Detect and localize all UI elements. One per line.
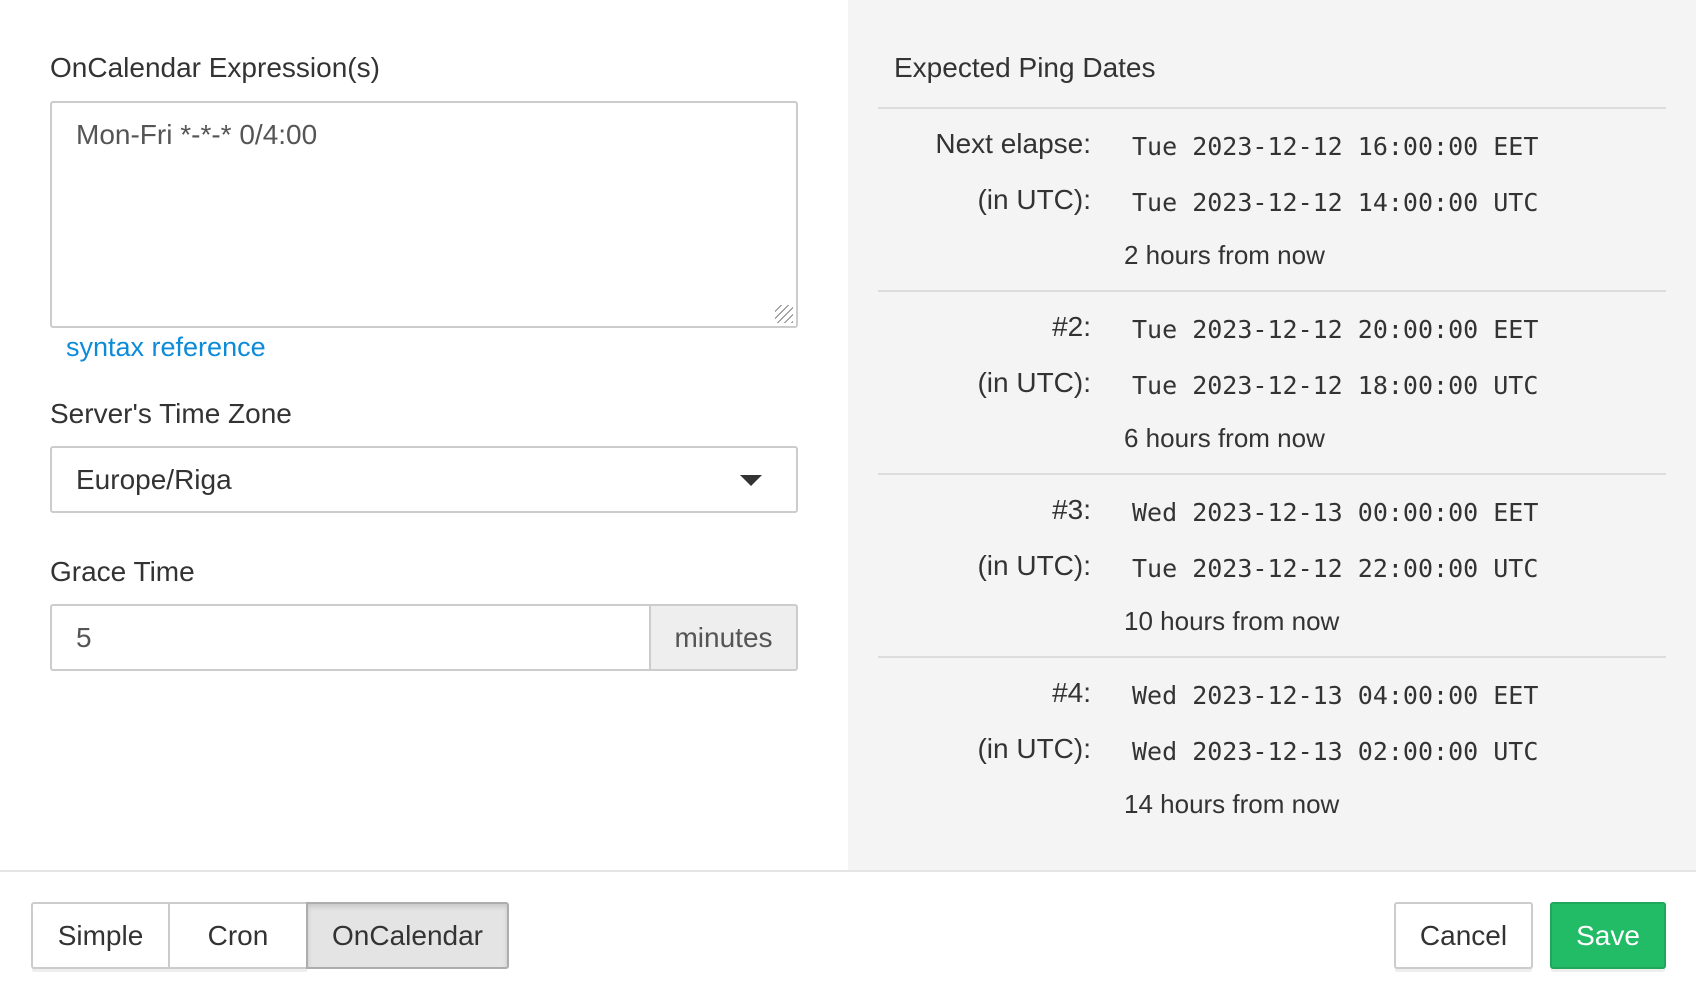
timezone-label: Server's Time Zone — [50, 398, 292, 429]
entry-utc-label: (in UTC): — [977, 184, 1091, 215]
resize-grip-icon[interactable] — [775, 305, 793, 323]
expected-ping-dates-panel — [848, 0, 1696, 871]
preview-title: Expected Ping Dates — [894, 52, 1156, 83]
entry-local-time: Tue 2023-12-12 16:00:00 EET — [1132, 132, 1539, 161]
cancel-button[interactable]: Cancel — [1394, 902, 1533, 969]
entry-relative-time: 6 hours from now — [1124, 423, 1325, 453]
entry-divider — [878, 656, 1666, 658]
entry-label: Next elapse: — [935, 128, 1091, 159]
entry-utc-time: Tue 2023-12-12 22:00:00 UTC — [1132, 554, 1539, 583]
entry-label: #3: — [1052, 494, 1091, 525]
timezone-value: Europe/Riga — [76, 464, 232, 495]
grace-time-input[interactable]: 5 — [50, 604, 650, 671]
entry-relative-time: 10 hours from now — [1124, 606, 1340, 636]
expression-value: Mon-Fri *-*-* 0/4:00 — [76, 119, 318, 150]
entry-utc-label: (in UTC): — [977, 550, 1091, 581]
entry-local-time: Wed 2023-12-13 04:00:00 EET — [1132, 681, 1539, 710]
entry-relative-time: 14 hours from now — [1124, 789, 1340, 819]
mode-oncalendar-button[interactable]: OnCalendar — [306, 902, 509, 969]
entry-utc-label: (in UTC): — [977, 367, 1091, 398]
timezone-select[interactable]: Europe/Riga — [50, 446, 798, 513]
entry-divider — [878, 107, 1666, 109]
entry-relative-time: 2 hours from now — [1124, 240, 1325, 270]
syntax-reference-link[interactable]: syntax reference — [66, 332, 266, 362]
entry-utc-time: Wed 2023-12-13 02:00:00 UTC — [1132, 737, 1539, 766]
mode-simple-button[interactable]: Simple — [31, 902, 170, 969]
entry-utc-time: Tue 2023-12-12 18:00:00 UTC — [1132, 371, 1539, 400]
schedule-form: OnCalendar Expression(s) Mon-Fri *-*-* 0… — [0, 0, 848, 871]
grace-label: Grace Time — [50, 556, 195, 587]
entry-label: #4: — [1052, 677, 1091, 708]
chevron-down-icon — [740, 475, 762, 486]
entry-divider — [878, 290, 1666, 292]
entry-utc-label: (in UTC): — [977, 733, 1091, 764]
entry-label: #2: — [1052, 311, 1091, 342]
footer-divider — [0, 870, 1696, 872]
entry-local-time: Wed 2023-12-13 00:00:00 EET — [1132, 498, 1539, 527]
expression-textarea[interactable]: Mon-Fri *-*-* 0/4:00 — [50, 101, 798, 328]
entry-divider — [878, 473, 1666, 475]
entry-utc-time: Tue 2023-12-12 14:00:00 UTC — [1132, 188, 1539, 217]
entry-local-time: Tue 2023-12-12 20:00:00 EET — [1132, 315, 1539, 344]
mode-cron-button[interactable]: Cron — [168, 902, 308, 969]
grace-unit-addon: minutes — [649, 604, 798, 671]
save-button[interactable]: Save — [1550, 902, 1666, 969]
expression-label: OnCalendar Expression(s) — [50, 52, 380, 83]
